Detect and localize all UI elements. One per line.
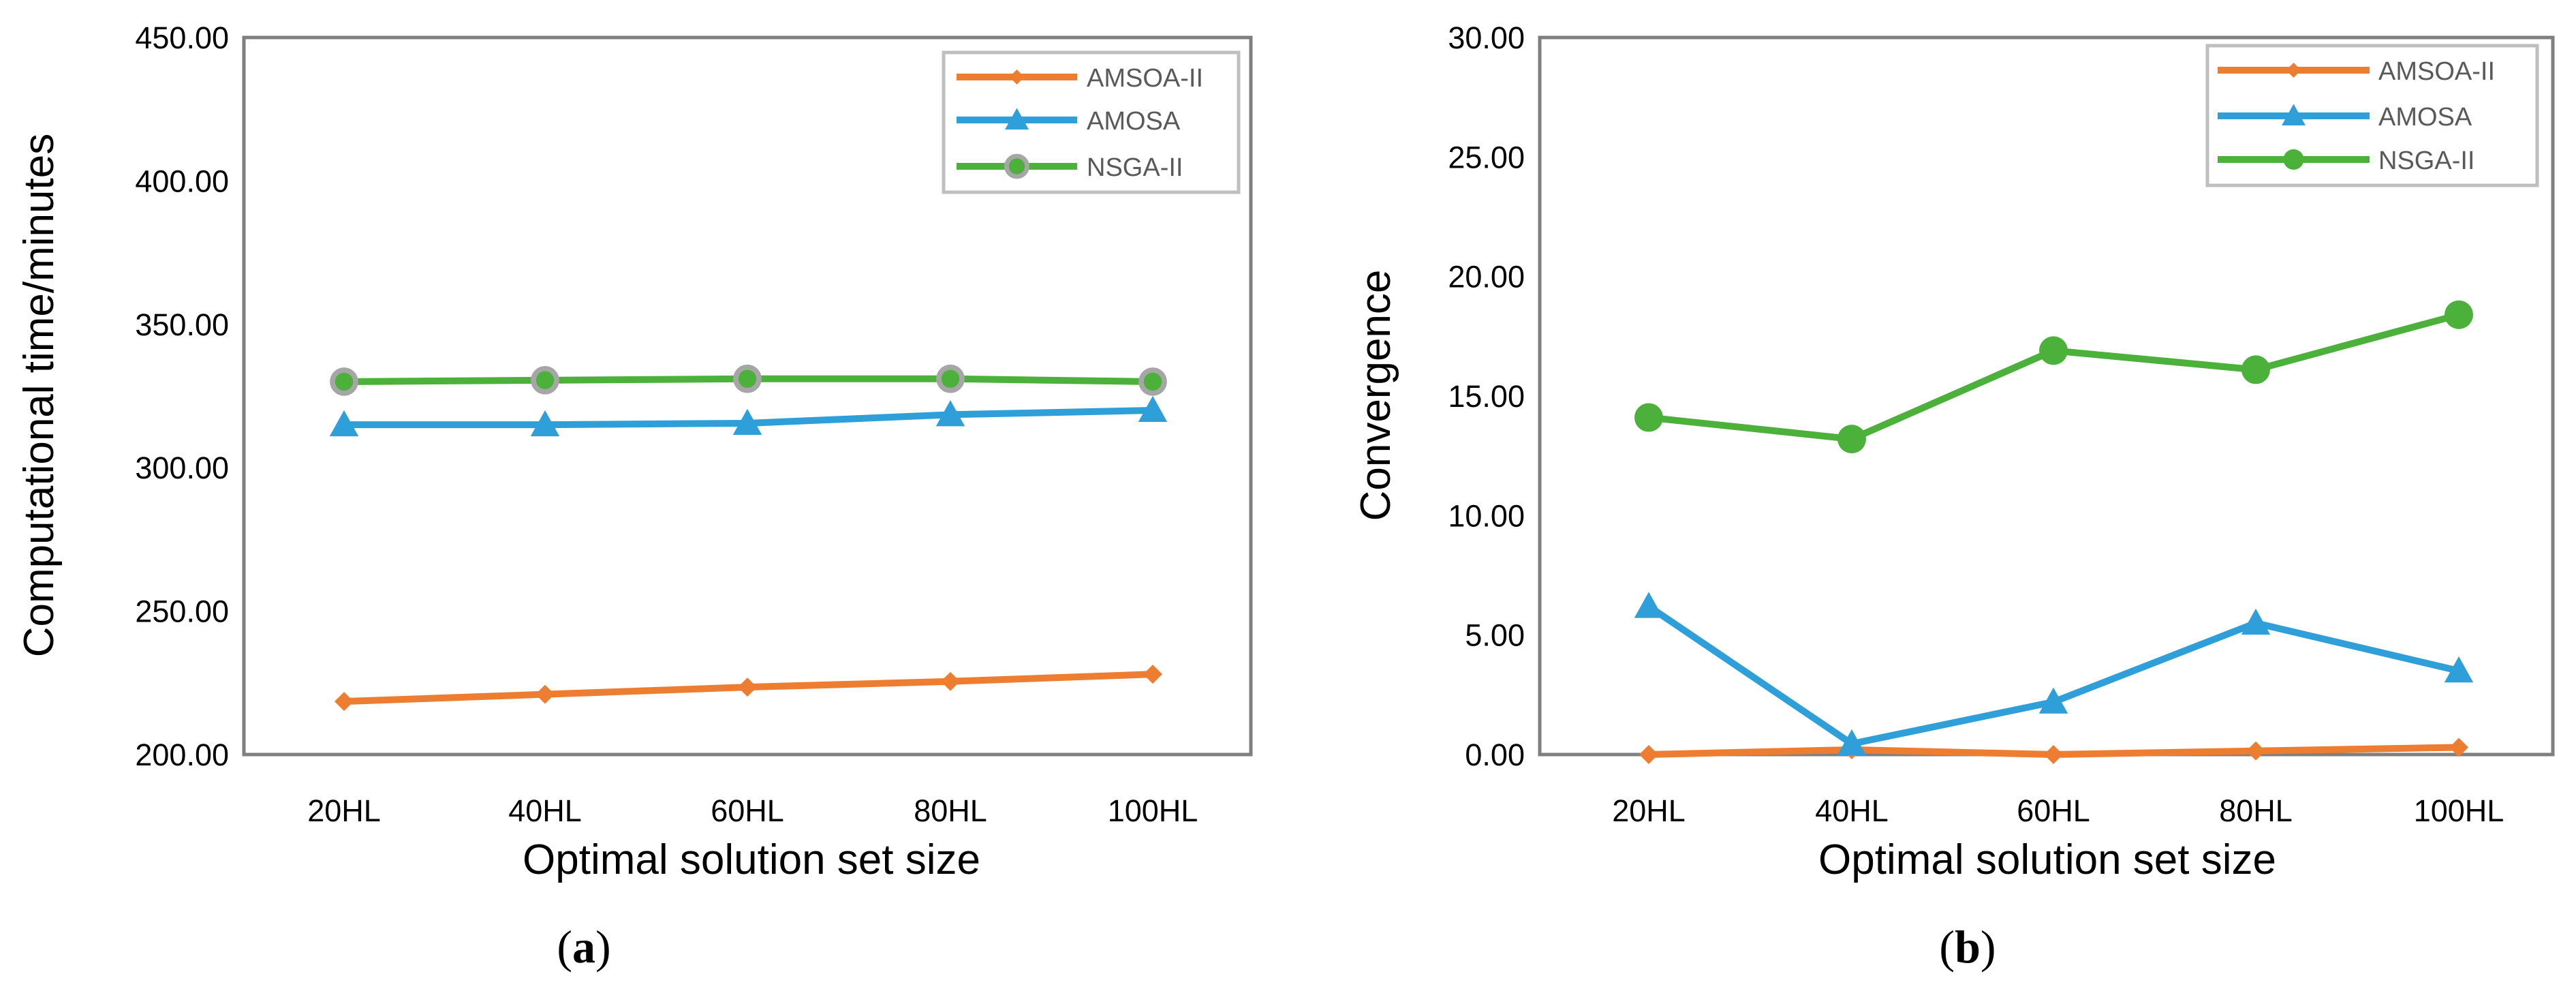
panel-a-y-tick-label: 250.00 <box>135 594 229 629</box>
panel-a-data-point-amsoa-ii <box>941 671 960 691</box>
panel-a-data-point-amosa <box>935 400 965 427</box>
panel-b-legend: AMSOA-II AMOSA NSGA-II <box>2205 44 2539 187</box>
panel-a-caption: (a) <box>557 921 610 973</box>
panel-b-x-tick-labels: 20HL 40HL 60HL 80HL 100HL <box>1612 793 2504 828</box>
panel-a-computational-time: 200.00 250.00 300.00 350.00 400.00 450.00 20H… <box>16 20 1253 973</box>
panel-a-data-point-nsga-ii <box>531 366 559 395</box>
panel-a-legend-label-amosa: AMOSA <box>1087 107 1181 136</box>
panel-a-data-point-nsga-ii <box>936 364 965 393</box>
panel-a-legend: AMSOA-II AMOSA NSGA-II <box>942 50 1241 194</box>
panel-a-x-tick-label: 100HL <box>1108 793 1198 828</box>
panel-a-x-axis-title: Optimal solution set size <box>523 836 980 883</box>
panel-a-data-point-amosa <box>732 408 762 435</box>
panel-b-y-tick-label: 15.00 <box>1448 379 1525 414</box>
panel-b-series-layer <box>1634 300 2474 764</box>
panel-b-data-point-amosa <box>2038 687 2068 714</box>
panel-b-data-point-amsoa-ii <box>2044 745 2063 764</box>
panel-b-y-tick-label: 30.00 <box>1448 20 1525 55</box>
panel-a-x-tick-label: 80HL <box>914 793 987 828</box>
panel-b-data-point-amsoa-ii <box>2449 737 2468 757</box>
panel-b-x-tick-label: 100HL <box>2414 793 2504 828</box>
panel-a-y-tick-label: 350.00 <box>135 307 229 342</box>
panel-b-y-axis-title: Convergence <box>1352 270 1399 521</box>
panel-a-series-layer <box>329 364 1168 712</box>
panel-a-legend-marker-nsga-ii <box>1004 153 1029 179</box>
panel-a-y-tick-label: 200.00 <box>135 737 229 772</box>
panel-a-legend-label-amsoa-ii: AMSOA-II <box>1087 64 1203 93</box>
panel-a-x-tick-label: 60HL <box>711 793 784 828</box>
panel-a-data-point-amsoa-ii <box>1143 665 1162 684</box>
panel-b-legend-label-amsoa-ii: AMSOA-II <box>2378 57 2495 86</box>
panel-b-data-point-nsga-ii <box>1837 425 1866 454</box>
panel-b-y-tick-label: 10.00 <box>1448 498 1525 533</box>
panel-b-legend-label-nsga-ii: NSGA-II <box>2378 147 2474 175</box>
panel-a-y-tick-label: 450.00 <box>135 20 229 55</box>
panel-b-data-point-nsga-ii <box>1634 403 1663 432</box>
panel-b-data-point-nsga-ii <box>2445 300 2473 329</box>
panel-a-data-point-amsoa-ii <box>536 684 555 704</box>
panel-b-y-tick-label: 0.00 <box>1465 737 1525 772</box>
panel-a-y-tick-labels: 200.00 250.00 300.00 350.00 400.00 450.00 <box>135 20 229 772</box>
panel-a-data-point-amosa <box>530 410 560 437</box>
panel-b-y-tick-label: 5.00 <box>1465 618 1525 653</box>
panel-b-legend-marker-amsoa-ii <box>2286 63 2301 78</box>
panel-a-legend-label-nsga-ii: NSGA-II <box>1087 153 1183 182</box>
panel-b-data-point-amosa <box>1634 592 1664 618</box>
panel-b-data-point-nsga-ii <box>2039 336 2068 365</box>
panel-b-x-tick-label: 20HL <box>1612 793 1686 828</box>
panel-a-x-tick-label: 20HL <box>307 793 381 828</box>
panel-a-x-tick-label: 40HL <box>508 793 582 828</box>
panel-a-data-point-amsoa-ii <box>335 692 354 712</box>
panel-a-data-point-amsoa-ii <box>738 678 757 697</box>
panel-b-data-point-amosa <box>2241 608 2271 635</box>
panel-a-y-tick-label: 300.00 <box>135 451 229 485</box>
panel-a-legend-marker-amsoa-ii <box>1009 70 1025 85</box>
panel-b-data-point-amosa <box>1837 729 1867 756</box>
panel-b-data-point-amsoa-ii <box>2246 741 2265 761</box>
panel-b-convergence: 0.00 5.00 10.00 15.00 20.00 25.00 30.00 20HL 40… <box>1352 20 2555 973</box>
panel-b-data-point-amsoa-ii <box>1639 745 1658 764</box>
panel-b-data-point-nsga-ii <box>2241 355 2270 384</box>
panel-b-legend-marker-amosa <box>2282 104 2306 125</box>
panel-a-data-point-nsga-ii <box>1138 367 1167 396</box>
panel-a-data-point-amosa <box>329 410 359 437</box>
panel-a-legend-marker-amosa <box>1005 108 1029 130</box>
panel-a-data-point-amosa <box>1138 395 1168 423</box>
panel-a-y-tick-label: 400.00 <box>135 164 229 198</box>
panel-b-x-axis-title: Optimal solution set size <box>1818 836 2276 883</box>
panel-b-y-tick-labels: 0.00 5.00 10.00 15.00 20.00 25.00 30.00 <box>1448 20 1525 772</box>
panel-b-caption: (b) <box>1939 921 1996 973</box>
panel-b-legend-label-amosa: AMOSA <box>2378 103 2472 132</box>
panel-b-y-tick-label: 25.00 <box>1448 140 1525 174</box>
panel-b-x-tick-label: 60HL <box>2017 793 2090 828</box>
panel-a-x-tick-labels: 20HL 40HL 60HL 80HL 100HL <box>307 793 1198 828</box>
panel-b-data-point-amosa <box>2444 656 2474 683</box>
panel-a-data-point-nsga-ii <box>733 364 762 393</box>
panel-a-y-axis-title: Computational time/minutes <box>16 134 63 657</box>
panel-b-x-tick-label: 80HL <box>2219 793 2293 828</box>
panel-a-data-point-nsga-ii <box>330 367 358 396</box>
panel-b-legend-marker-nsga-ii <box>2283 149 2304 170</box>
panel-b-y-tick-label: 20.00 <box>1448 260 1525 294</box>
panel-b-x-tick-label: 40HL <box>1815 793 1889 828</box>
